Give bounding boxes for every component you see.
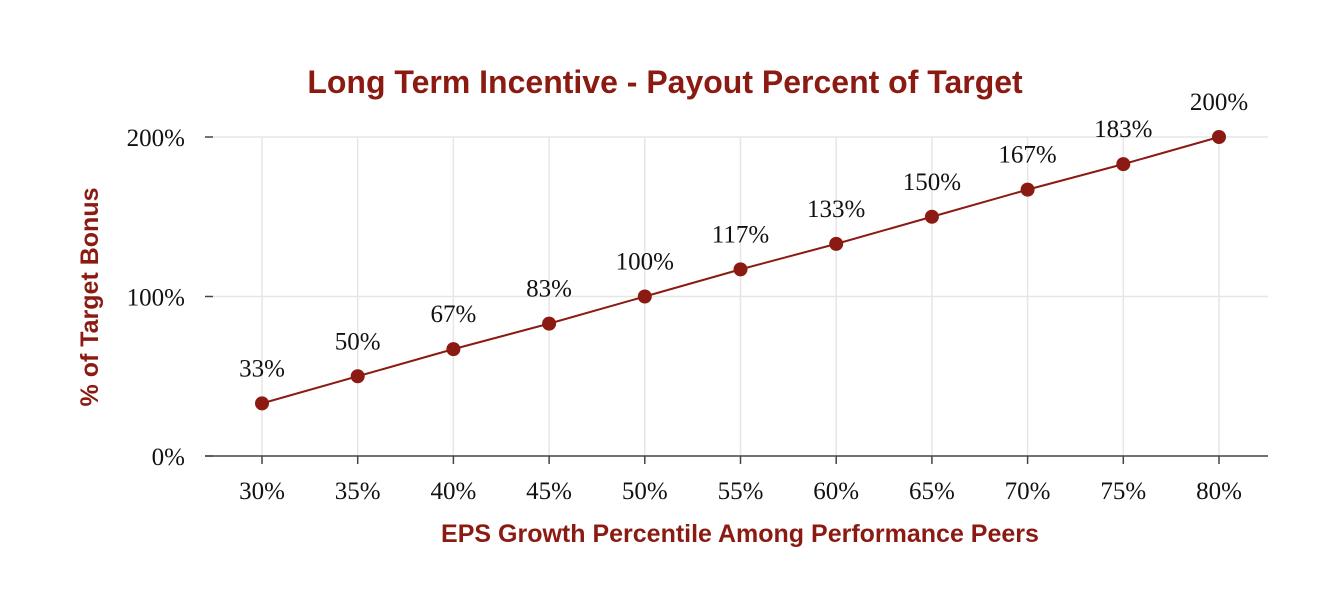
data-label: 167% [998,142,1056,169]
gridlines [213,136,1268,456]
x-tick-label: 65% [909,478,955,505]
y-tick-label: 100% [127,285,185,312]
data-label: 150% [903,169,961,196]
x-tick-label: 45% [526,478,572,505]
x-tick-label: 35% [335,478,381,505]
data-label: 117% [712,221,769,248]
x-tick-label: 30% [239,478,285,505]
x-axis-title: EPS Growth Percentile Among Performance … [441,520,1039,548]
axes: 0% 100% 200% 30% 35% 40% 45% 50% 55% 60% 65% 70% 75%… [127,125,1268,505]
series [255,130,1226,411]
data-label: 50% [335,328,381,355]
data-label: 83% [526,276,572,303]
data-label: 100% [616,249,674,276]
data-point [924,209,939,224]
data-point [1212,130,1226,144]
data-point [637,289,652,304]
x-tick-label: 40% [430,478,476,505]
x-tick-label: 50% [622,478,668,505]
data-label: 183% [1094,116,1152,143]
x-tick-label: 60% [813,478,859,505]
x-tick-label: 75% [1100,478,1146,505]
data-point [350,369,365,384]
chart-title: Long Term Incentive - Payout Percent of … [307,64,1023,100]
x-tick-label: 70% [1005,478,1051,505]
data-label: 200% [1190,89,1248,116]
data-label: 133% [807,196,865,223]
x-tick-label: 80% [1196,478,1242,505]
labels: 33% 50% 67% 83% 100% 117% 133% 150% 167% 183% 200% [239,89,1248,382]
y-tick-label: 200% [127,125,185,152]
data-point [733,262,748,277]
data-point [829,236,844,251]
x-tick-label: 55% [718,478,764,505]
data-label: 67% [430,301,476,328]
data-point [542,316,557,331]
data-point [1116,157,1131,172]
data-label: 33% [239,355,285,382]
data-point [1020,182,1035,197]
data-point [446,342,461,357]
y-axis-title: % of Target Bonus [76,188,104,407]
y-tick-label: 0% [152,444,185,471]
data-point [255,396,269,411]
